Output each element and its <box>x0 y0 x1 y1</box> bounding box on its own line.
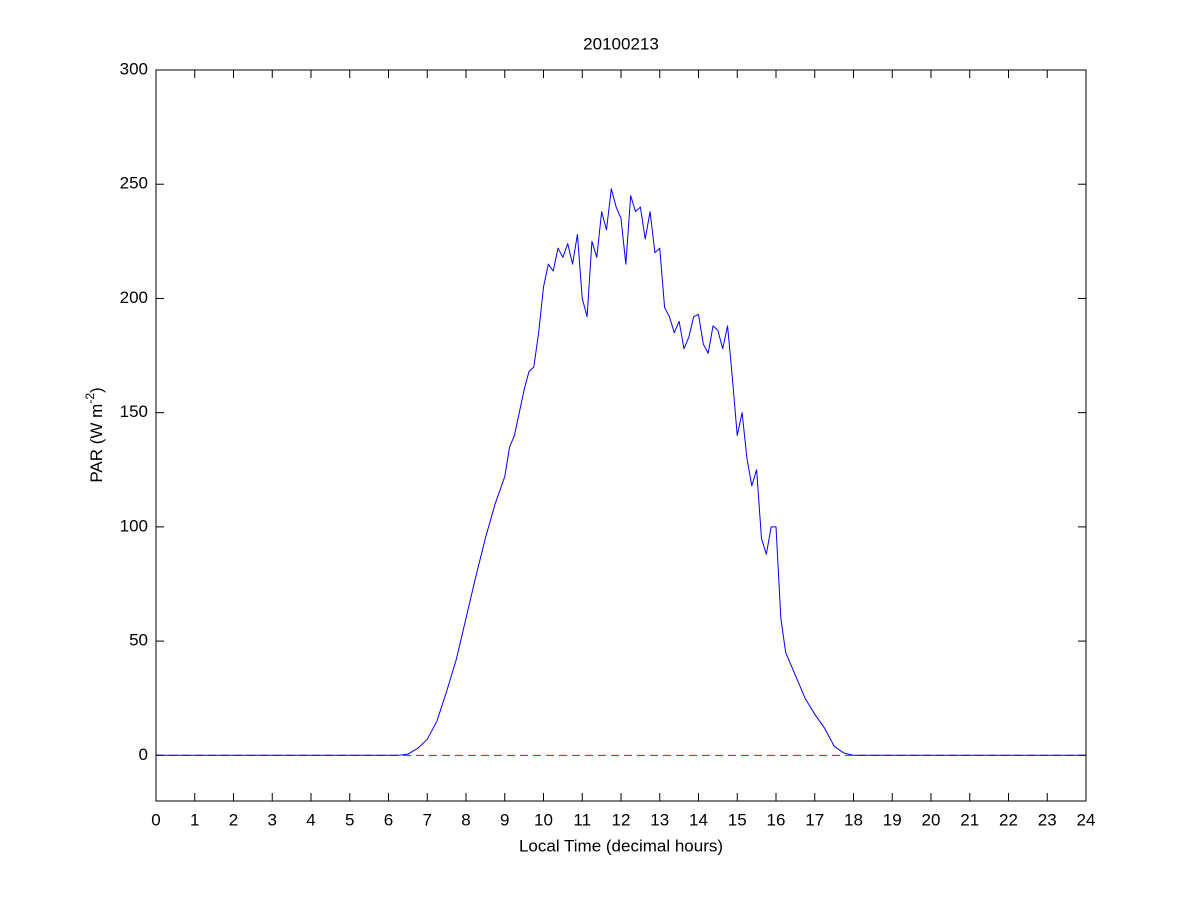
x-tick-label: 11 <box>573 810 591 829</box>
y-tick-label: 150 <box>120 402 148 421</box>
x-tick-label: 0 <box>151 810 160 829</box>
x-tick-label: 9 <box>500 810 509 829</box>
y-tick-label: 200 <box>120 288 148 307</box>
plot-frame <box>155 69 1087 802</box>
x-tick-label: 4 <box>306 810 315 829</box>
x-tick-label: 21 <box>960 810 979 829</box>
y-tick-label: 100 <box>120 516 148 535</box>
x-tick-label: 17 <box>805 810 824 829</box>
x-tick-label: 14 <box>689 810 708 829</box>
x-tick-label: 12 <box>612 810 631 829</box>
x-tick-label: 8 <box>461 810 470 829</box>
y-tick-label: 300 <box>120 59 148 78</box>
x-tick-label: 5 <box>345 810 354 829</box>
x-tick-label: 7 <box>423 810 432 829</box>
x-tick-label: 3 <box>268 810 277 829</box>
x-tick-label: 13 <box>650 810 669 829</box>
x-tick-label: 6 <box>384 810 393 829</box>
x-tick-label: 24 <box>1077 810 1096 829</box>
y-tick-label: 0 <box>139 745 148 764</box>
x-tick-label: 22 <box>999 810 1018 829</box>
y-label-text: PAR (W m <box>87 404 106 483</box>
x-tick-label: 2 <box>229 810 238 829</box>
y-label-superscript: -2 <box>83 393 97 404</box>
x-tick-label: 20 <box>922 810 941 829</box>
y-tick-label: 50 <box>129 631 148 650</box>
x-tick-label: 15 <box>728 810 747 829</box>
x-tick-label: 19 <box>883 810 902 829</box>
x-tick-label: 16 <box>767 810 786 829</box>
x-tick-label: 10 <box>534 810 553 829</box>
y-label-suffix: ) <box>87 387 106 393</box>
x-tick-label: 18 <box>844 810 863 829</box>
data-line <box>156 188 1086 756</box>
x-axis-label: Local Time (decimal hours) <box>519 836 723 855</box>
chart-title: 20100213 <box>583 34 659 53</box>
x-tick-label: 23 <box>1038 810 1057 829</box>
y-tick-label: 250 <box>120 174 148 193</box>
y-axis-label: PAR (W m-2) <box>83 387 106 482</box>
x-tick-label: 1 <box>190 810 199 829</box>
